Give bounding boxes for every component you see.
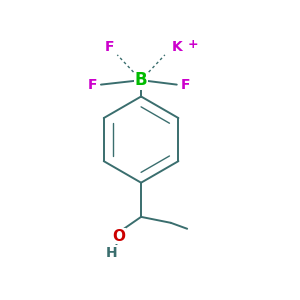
Text: F: F <box>87 78 97 92</box>
Text: K: K <box>171 40 182 55</box>
Text: O: O <box>112 229 125 244</box>
Text: F: F <box>105 40 115 55</box>
Text: H: H <box>106 245 117 260</box>
Text: +: + <box>188 38 198 51</box>
Text: B: B <box>135 71 147 89</box>
Text: F: F <box>181 78 190 92</box>
